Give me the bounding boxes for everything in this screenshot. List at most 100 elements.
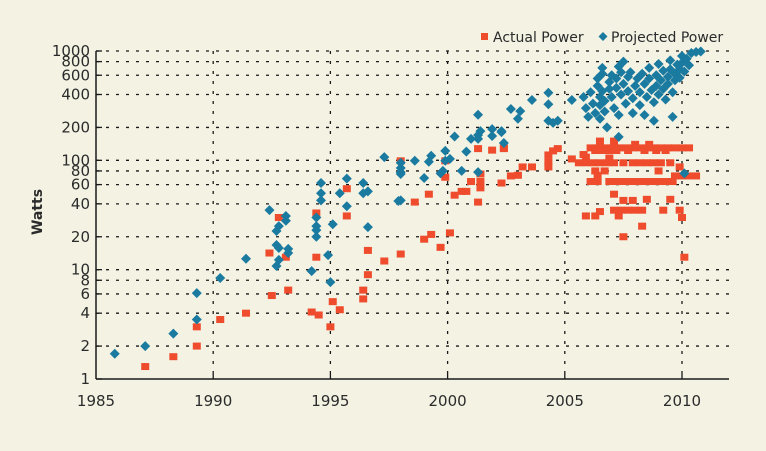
legend-projected-label: Projected Power xyxy=(611,30,723,46)
actual-power-point xyxy=(666,159,675,167)
actual-power-point xyxy=(476,178,485,186)
actual-power-point xyxy=(474,198,483,206)
actual-power-point xyxy=(612,178,621,186)
actual-power-point xyxy=(675,206,684,214)
actual-power-point xyxy=(642,195,651,203)
y-tick-label: 2 xyxy=(80,337,90,355)
actual-power-point xyxy=(680,253,689,261)
actual-power-point xyxy=(624,206,633,214)
actual-power-point xyxy=(640,147,649,155)
projected-power-point xyxy=(316,178,327,189)
legend-actual-label: Actual Power xyxy=(493,30,584,46)
projected-power-point xyxy=(662,71,673,82)
y-tick-label: 80 xyxy=(71,162,90,180)
projected-power-point xyxy=(623,86,634,97)
actual-power-point xyxy=(328,298,337,306)
projected-power-point xyxy=(435,168,446,179)
actual-power-point xyxy=(527,163,536,171)
projected-power-point xyxy=(648,97,659,108)
actual-power-point xyxy=(588,159,597,167)
actual-power-point xyxy=(610,206,619,214)
actual-power-point xyxy=(642,159,651,167)
projected-power-point xyxy=(395,157,406,168)
projected-power-point xyxy=(667,87,678,98)
actual-power-point xyxy=(424,190,433,198)
actual-power-point xyxy=(678,214,686,222)
projected-power-point xyxy=(271,225,282,236)
actual-power-point xyxy=(586,178,595,186)
actual-power-point xyxy=(656,159,665,167)
projected-power-point xyxy=(674,72,685,83)
actual-power-point xyxy=(267,292,276,300)
projected-power-point xyxy=(325,277,336,288)
projected-power-point xyxy=(653,59,664,70)
actual-power-point xyxy=(314,311,323,319)
projected-power-point xyxy=(419,172,430,183)
projected-power-point xyxy=(637,68,648,79)
y-tick-label: 600 xyxy=(61,66,90,84)
y-tick-label: 400 xyxy=(61,86,90,104)
actual-power-point xyxy=(675,163,684,171)
projected-power-point xyxy=(618,56,629,67)
actual-power-point xyxy=(141,363,150,371)
actual-power-point xyxy=(685,172,694,180)
projected-power-point xyxy=(625,67,636,78)
actual-power-point xyxy=(242,309,251,317)
projected-power-point xyxy=(613,131,624,142)
actual-power-point xyxy=(581,153,590,161)
actual-power-point xyxy=(595,208,604,216)
projected-power-point xyxy=(362,186,373,197)
projected-power-point xyxy=(665,55,676,66)
projected-power-point xyxy=(648,115,659,126)
projected-power-point xyxy=(409,155,420,166)
projected-power-point xyxy=(362,222,373,233)
actual-power-point xyxy=(359,286,368,294)
projected-power-point xyxy=(651,80,662,91)
projected-power-point xyxy=(283,248,294,259)
projected-power-point xyxy=(264,205,275,216)
actual-power-point xyxy=(654,167,663,175)
projected-power-point xyxy=(695,46,706,57)
projected-power-point xyxy=(191,288,202,299)
y-tick-label: 200 xyxy=(61,118,90,136)
y-tick-label: 20 xyxy=(71,228,90,246)
projected-power-point xyxy=(585,87,596,98)
projected-power-point xyxy=(515,106,526,117)
actual-power-point xyxy=(363,246,372,254)
actual-power-point xyxy=(396,250,405,258)
actual-power-point xyxy=(363,271,372,279)
projected-power-point xyxy=(578,91,589,102)
actual-power-point xyxy=(169,353,178,361)
actual-power-point xyxy=(427,230,436,238)
actual-power-point xyxy=(593,178,602,186)
actual-power-point xyxy=(544,158,553,166)
actual-power-point xyxy=(591,167,600,175)
projected-power-point xyxy=(487,124,498,135)
projected-power-point xyxy=(426,150,437,161)
projected-power-point xyxy=(496,126,507,137)
projected-power-point xyxy=(594,113,605,124)
projected-power-point xyxy=(655,75,666,86)
x-tick-label: 1995 xyxy=(311,392,349,410)
projected-power-point xyxy=(543,87,554,98)
x-tick-label: 2010 xyxy=(663,392,701,410)
projected-power-point xyxy=(639,78,650,89)
projected-power-point xyxy=(316,188,327,199)
actual-power-point xyxy=(678,144,686,152)
projected-power-point xyxy=(526,95,537,106)
x-axis-ticks: 1985 1990 1995 2000 2005 2010 xyxy=(77,374,701,410)
actual-power-point xyxy=(476,184,485,192)
projected-power-point xyxy=(109,348,120,359)
actual-power-point xyxy=(633,178,642,186)
actual-power-point xyxy=(619,196,628,204)
projected-power-point xyxy=(140,341,151,352)
actual-power-point xyxy=(624,147,633,155)
projected-power-point xyxy=(311,212,322,223)
projected-power-point xyxy=(639,109,650,120)
projected-power-point xyxy=(653,89,664,100)
projected-power-point xyxy=(311,231,322,242)
actual-power-point xyxy=(457,187,466,195)
x-tick-label: 2005 xyxy=(546,392,584,410)
projected-power-point xyxy=(168,328,179,339)
actual-power-point xyxy=(626,178,635,186)
